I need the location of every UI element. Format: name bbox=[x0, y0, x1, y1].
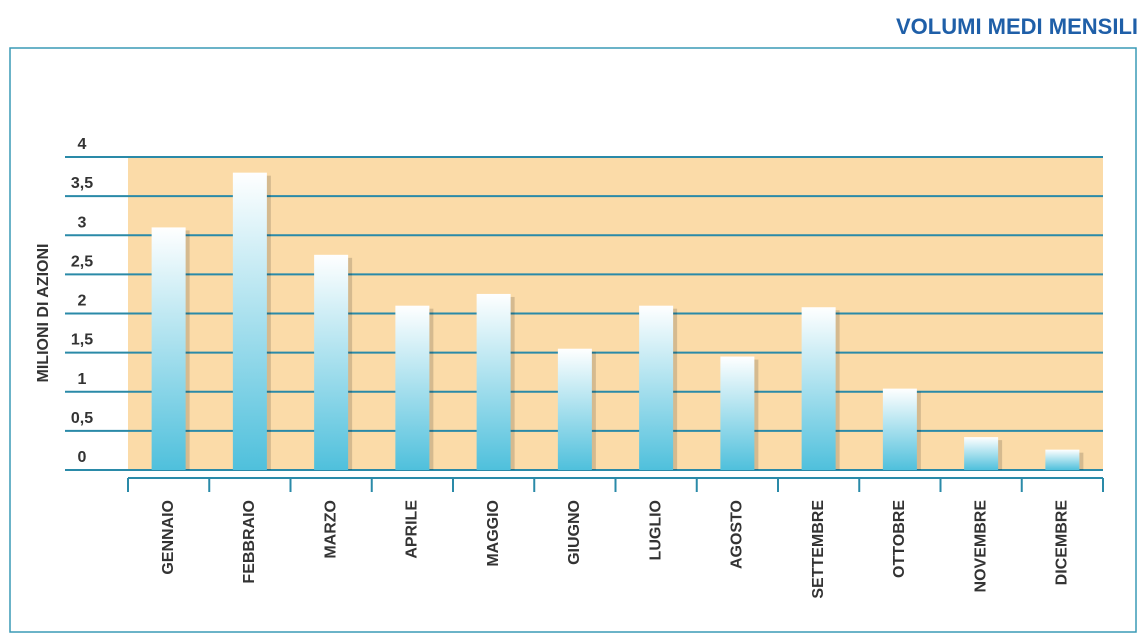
x-tick-label: SETTEMBRE bbox=[810, 500, 827, 599]
x-tick-label: FEBBRAIO bbox=[241, 500, 258, 584]
x-tick-label: OTTOBRE bbox=[891, 500, 908, 578]
x-tick-label: APRILE bbox=[404, 500, 421, 559]
bar bbox=[964, 437, 999, 470]
x-tick-label: GIUGNO bbox=[566, 500, 583, 565]
y-tick-label: 0,5 bbox=[71, 410, 93, 427]
bar bbox=[801, 307, 836, 470]
bar bbox=[314, 254, 349, 470]
bar bbox=[476, 293, 511, 470]
y-tick-label: 3,5 bbox=[71, 175, 93, 192]
x-tick-label: MAGGIO bbox=[485, 500, 502, 567]
chart-title: VOLUMI MEDI MENSILI bbox=[896, 14, 1138, 39]
y-tick-label: 4 bbox=[78, 136, 87, 153]
y-tick-label: 0 bbox=[78, 449, 87, 466]
y-axis-label: MILIONI DI AZIONI bbox=[35, 244, 52, 383]
x-tick-label: LUGLIO bbox=[647, 500, 664, 560]
x-tick-label: MARZO bbox=[322, 500, 339, 559]
bar bbox=[639, 305, 674, 470]
bar bbox=[395, 305, 430, 470]
bar bbox=[557, 348, 592, 470]
y-tick-label: 3 bbox=[78, 214, 87, 231]
x-tick-label: GENNAIO bbox=[160, 500, 177, 575]
bar bbox=[151, 227, 186, 470]
y-tick-label: 1,5 bbox=[71, 332, 93, 349]
x-tick-label: DICEMBRE bbox=[1054, 500, 1071, 586]
y-tick-label: 1 bbox=[78, 371, 87, 388]
bar bbox=[232, 172, 267, 470]
x-tick-label: AGOSTO bbox=[729, 500, 746, 569]
y-tick-label: 2,5 bbox=[71, 253, 93, 270]
bar bbox=[1045, 449, 1080, 470]
x-tick-label: NOVEMBRE bbox=[972, 500, 989, 593]
y-tick-label: 2 bbox=[78, 293, 87, 310]
frame bbox=[9, 47, 1137, 633]
bar bbox=[720, 356, 755, 470]
bar bbox=[882, 388, 917, 470]
